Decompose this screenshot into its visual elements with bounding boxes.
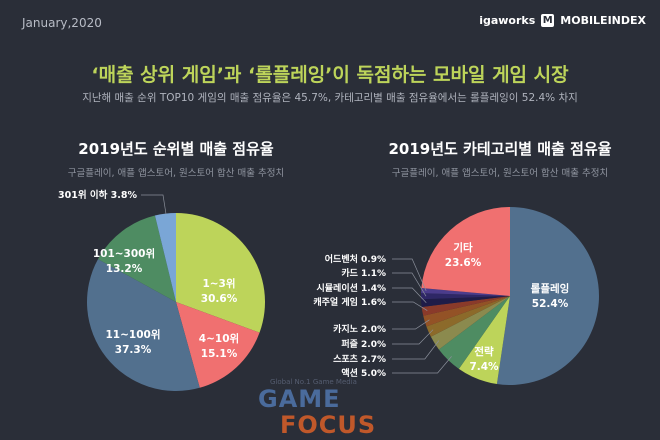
category-slice-10 bbox=[421, 207, 510, 296]
category-slice-label-outside: 카지노 2.0% bbox=[333, 323, 386, 335]
category-slice-label: 전략 bbox=[474, 345, 494, 358]
category-slice-3 bbox=[430, 296, 510, 350]
watermark-tagline: Global No.1 Game Media bbox=[270, 378, 357, 386]
watermark-focus: FOCUS bbox=[280, 411, 377, 439]
rank-slice-label: 11~100위 bbox=[106, 328, 161, 341]
category-slice-9 bbox=[421, 288, 510, 296]
category-slice-2 bbox=[438, 296, 510, 369]
category-slice-value: 7.4% bbox=[469, 361, 499, 373]
leader-line bbox=[392, 329, 434, 345]
category-slice-8 bbox=[420, 293, 510, 300]
rank-slice-2 bbox=[87, 259, 200, 391]
category-slice-7 bbox=[421, 296, 510, 308]
category-slice-value: 52.4% bbox=[532, 298, 569, 310]
rank-slice-label-outside: 301위 이하 3.8% bbox=[58, 189, 137, 201]
report-date: January,2020 bbox=[22, 16, 102, 30]
category-slice-5 bbox=[423, 296, 510, 327]
rank-slice-value: 30.6% bbox=[201, 293, 238, 305]
main-title: ‘매출 상위 게임’과 ‘롤플레잉’이 독점하는 모바일 게임 시장 bbox=[91, 64, 569, 86]
gamefocus-watermark: Global No.1 Game Media GAME FOCUS bbox=[258, 378, 408, 438]
category-slice-1 bbox=[458, 296, 510, 385]
leader-line bbox=[392, 287, 427, 303]
rank-slice-4 bbox=[154, 213, 176, 302]
category-slice-label-outside: 카드 1.1% bbox=[341, 267, 386, 279]
rank-slice-1 bbox=[176, 302, 260, 388]
rank-chart-header: 2019년도 순위별 매출 점유율 구글플레이, 애플 앱스토어, 원스토어 합… bbox=[46, 138, 306, 179]
category-chart-subtitle: 구글플레이, 애플 앱스토어, 원스토어 합산 매출 추정치 bbox=[391, 168, 609, 179]
leader-line bbox=[392, 258, 427, 292]
category-slice-value: 23.6% bbox=[445, 257, 482, 269]
category-chart-title: 2019년도 카테고리별 매출 점유율 bbox=[388, 140, 612, 158]
category-slice-label-outside: 캐주얼 게임 1.6% bbox=[313, 296, 386, 308]
rank-slice-0 bbox=[176, 213, 265, 333]
category-slice-label: 롤플레잉 bbox=[531, 282, 570, 295]
category-slice-label-outside: 액션 5.0% bbox=[341, 367, 386, 379]
leader-line bbox=[392, 319, 430, 330]
category-slice-label-outside: 스포츠 2.7% bbox=[333, 354, 386, 365]
category-slice-6 bbox=[421, 296, 510, 316]
rank-chart-title: 2019년도 순위별 매출 점유율 bbox=[78, 140, 274, 158]
mobileindex-logo-icon: M bbox=[541, 14, 555, 27]
rank-slice-label: 4~10위 bbox=[199, 332, 239, 345]
main-subtitle: 지난해 매출 순위 TOP10 게임의 매출 점유율은 45.7%, 카테고리별… bbox=[82, 92, 578, 104]
rank-slice-label: 101~300위 bbox=[93, 247, 155, 260]
brand-logos: igaworks M MOBILEINDEX bbox=[479, 14, 646, 27]
leader-line bbox=[392, 356, 452, 374]
category-chart-header: 2019년도 카테고리별 매출 점유율 구글플레이, 애플 앱스토어, 원스토어… bbox=[370, 138, 630, 179]
leader-line bbox=[141, 194, 167, 215]
igaworks-logo: igaworks bbox=[479, 14, 536, 27]
watermark-game: GAME bbox=[258, 385, 341, 413]
leader-line bbox=[392, 272, 427, 297]
leader-line bbox=[392, 340, 440, 360]
rank-slice-value: 15.1% bbox=[201, 348, 238, 360]
category-slice-0 bbox=[496, 207, 599, 385]
mobileindex-logo: MOBILEINDEX bbox=[560, 14, 646, 27]
rank-chart-subtitle: 구글플레이, 애플 앱스토어, 원스토어 합산 매출 추정치 bbox=[67, 168, 285, 179]
leader-line bbox=[392, 301, 428, 311]
category-slice-4 bbox=[426, 296, 510, 337]
category-slice-label: 기타 bbox=[453, 241, 473, 254]
rank-slice-3 bbox=[98, 215, 176, 302]
rank-slice-value: 37.3% bbox=[115, 344, 152, 356]
category-slice-label-outside: 퍼즐 2.0% bbox=[341, 338, 386, 350]
rank-slice-value: 13.2% bbox=[106, 263, 143, 275]
category-slice-label-outside: 시뮬레이션 1.4% bbox=[317, 282, 387, 294]
category-slice-label-outside: 어드벤처 0.9% bbox=[325, 253, 386, 265]
rank-slice-label: 1~3위 bbox=[202, 277, 235, 290]
